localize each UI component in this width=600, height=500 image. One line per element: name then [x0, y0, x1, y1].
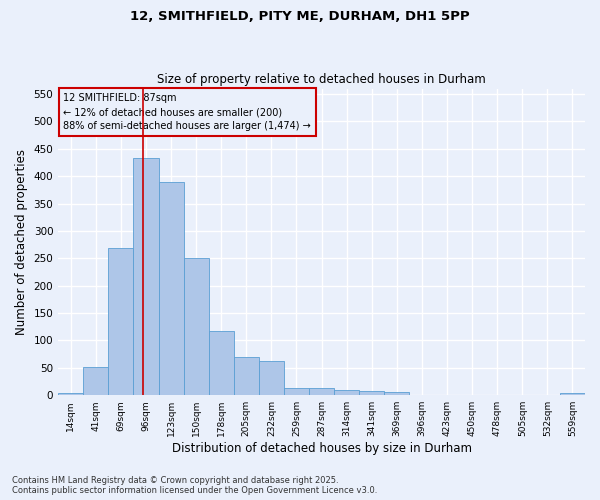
Bar — [184, 258, 209, 395]
Bar — [109, 248, 133, 395]
Bar — [158, 182, 184, 395]
Bar — [234, 357, 259, 395]
Bar — [58, 393, 83, 395]
Bar — [385, 392, 409, 395]
Bar — [560, 393, 585, 395]
Bar — [334, 390, 359, 395]
Text: 12 SMITHFIELD: 87sqm
← 12% of detached houses are smaller (200)
88% of semi-deta: 12 SMITHFIELD: 87sqm ← 12% of detached h… — [64, 93, 311, 131]
Bar — [133, 158, 158, 395]
Bar — [309, 388, 334, 395]
Bar — [83, 368, 109, 395]
X-axis label: Distribution of detached houses by size in Durham: Distribution of detached houses by size … — [172, 442, 472, 455]
Text: Contains HM Land Registry data © Crown copyright and database right 2025.
Contai: Contains HM Land Registry data © Crown c… — [12, 476, 377, 495]
Y-axis label: Number of detached properties: Number of detached properties — [15, 149, 28, 335]
Title: Size of property relative to detached houses in Durham: Size of property relative to detached ho… — [157, 73, 486, 86]
Bar — [284, 388, 309, 395]
Bar — [485, 394, 510, 395]
Bar — [259, 362, 284, 395]
Text: 12, SMITHFIELD, PITY ME, DURHAM, DH1 5PP: 12, SMITHFIELD, PITY ME, DURHAM, DH1 5PP — [130, 10, 470, 23]
Bar — [359, 391, 385, 395]
Bar — [209, 331, 234, 395]
